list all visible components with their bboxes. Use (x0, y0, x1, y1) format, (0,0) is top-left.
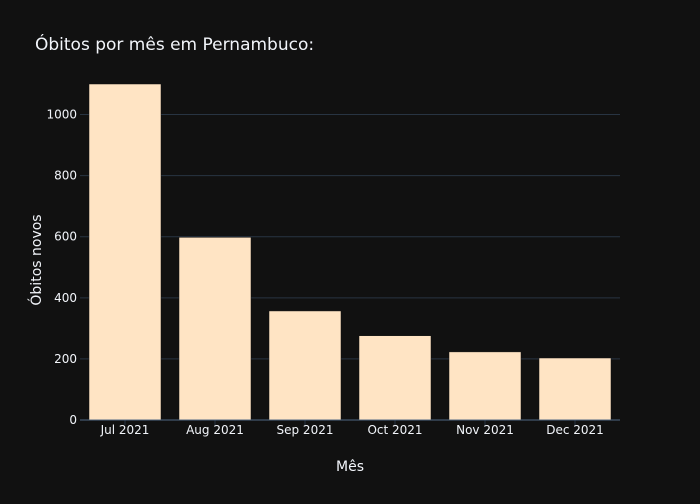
x-tick-label: Jul 2021 (100, 423, 150, 437)
bar (178, 237, 252, 421)
x-tick-label: Aug 2021 (186, 423, 244, 437)
x-tick-label: Nov 2021 (456, 423, 514, 437)
x-tick-label: Oct 2021 (367, 423, 422, 437)
y-tick-label: 200 (54, 352, 77, 366)
chart-title: Óbitos por mês em Pernambuco: (35, 33, 314, 55)
y-axis-ticks: 0 200 400 600 800 1000 (46, 108, 77, 427)
y-axis-label: Óbitos novos (27, 214, 45, 305)
y-tick-label: 0 (69, 413, 77, 427)
y-tick-label: 800 (54, 169, 77, 183)
x-tick-label: Sep 2021 (277, 423, 334, 437)
bar (538, 357, 612, 421)
bar (358, 335, 432, 421)
y-tick-label: 600 (54, 230, 77, 244)
x-axis-ticks: Jul 2021 Aug 2021 Sep 2021 Oct 2021 Nov 2021… (100, 420, 604, 437)
y-tick-label: 1000 (46, 108, 77, 122)
y-tick-label: 400 (54, 291, 77, 305)
gridlines (80, 114, 620, 360)
bar (448, 351, 522, 421)
bar (268, 310, 342, 421)
x-axis-label: Mês (336, 459, 364, 475)
bars (88, 83, 612, 421)
x-tick-label: Dec 2021 (546, 423, 604, 437)
bar (88, 83, 162, 421)
